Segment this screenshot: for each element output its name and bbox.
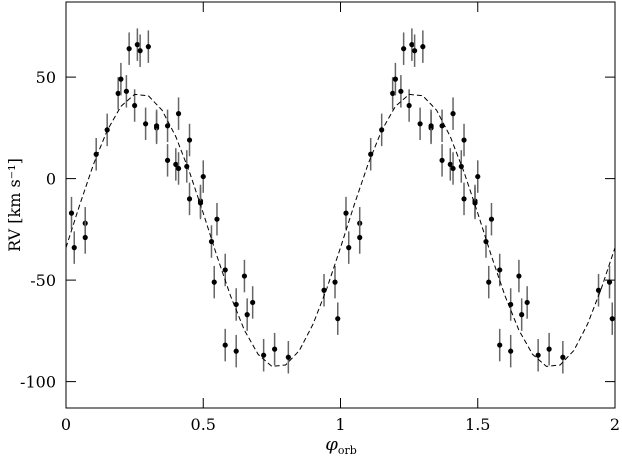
- data-point: [68, 210, 75, 216]
- data-point: [401, 46, 407, 52]
- data-point: [137, 48, 143, 54]
- data-point: [609, 316, 615, 322]
- data-point: [115, 90, 121, 96]
- x-tick-label: 1: [335, 415, 345, 434]
- x-tick-label: 1.5: [465, 415, 490, 434]
- data-point: [186, 196, 193, 202]
- data-point: [461, 196, 467, 202]
- data-point: [368, 151, 374, 157]
- data-point: [244, 312, 250, 318]
- data-point: [332, 279, 338, 285]
- data-point: [200, 173, 206, 180]
- data-point: [546, 346, 552, 352]
- data-point: [186, 137, 193, 143]
- data-point: [335, 316, 341, 322]
- data-point: [134, 42, 140, 48]
- data-point: [71, 245, 77, 251]
- data-point: [412, 48, 418, 54]
- data-point: [516, 273, 522, 279]
- data-point: [222, 342, 228, 348]
- data-point: [145, 44, 151, 50]
- data-point: [595, 287, 602, 293]
- y-tick-label: -50: [30, 271, 56, 290]
- data-point: [488, 216, 495, 222]
- data-point: [524, 299, 530, 306]
- data-point: [461, 137, 467, 143]
- data-point: [184, 163, 190, 170]
- data-point: [428, 123, 434, 129]
- data-point: [486, 279, 492, 285]
- data-point: [118, 76, 124, 82]
- data-point: [233, 348, 239, 354]
- y-axis-label: RV [km s⁻¹]: [5, 158, 24, 252]
- data-point: [321, 287, 327, 293]
- data-point: [123, 88, 129, 94]
- data-point: [164, 157, 171, 163]
- data-point: [450, 111, 456, 117]
- data-point: [285, 354, 291, 360]
- data-point: [250, 299, 256, 306]
- data-point: [450, 165, 456, 172]
- data-point: [346, 245, 352, 251]
- data-point: [153, 123, 160, 129]
- data-point: [417, 121, 423, 127]
- x-tick-label: 0: [61, 415, 71, 434]
- data-point: [132, 102, 138, 109]
- fit-curve: [65, 93, 616, 367]
- data-point: [126, 46, 132, 52]
- data-point: [357, 234, 363, 241]
- data-point: [508, 348, 514, 354]
- data-point: [560, 354, 566, 360]
- x-label-symbol: φ: [325, 434, 338, 455]
- data-point: [211, 279, 217, 285]
- data-point: [519, 312, 525, 318]
- data-point: [82, 234, 88, 241]
- data-point: [475, 173, 481, 180]
- data-point: [606, 279, 613, 285]
- data-point: [175, 111, 182, 117]
- data-point: [272, 346, 278, 352]
- x-tick-label: 0.5: [191, 415, 216, 434]
- y-tick-label: 50: [36, 68, 56, 87]
- x-label-subscript: orb: [338, 444, 357, 457]
- data-point: [409, 42, 415, 48]
- data-point: [143, 121, 149, 127]
- data-point: [222, 267, 228, 273]
- data-point: [241, 273, 248, 279]
- x-axis-label: φorb: [325, 434, 357, 457]
- data-point: [535, 352, 541, 358]
- data-point: [173, 161, 179, 167]
- data-point: [497, 342, 503, 348]
- y-tick-label: -100: [20, 373, 56, 392]
- data-point: [439, 123, 445, 129]
- data-point: [392, 76, 398, 82]
- data-point: [398, 88, 404, 94]
- data-point: [261, 352, 267, 358]
- data-point: [420, 44, 426, 50]
- data-point: [497, 267, 503, 273]
- x-tick-label: 2: [610, 415, 620, 434]
- data-point: [439, 157, 445, 163]
- data-point: [343, 210, 349, 216]
- data-point: [406, 102, 412, 109]
- data-point: [214, 216, 220, 222]
- data-point: [175, 165, 182, 172]
- y-tick-label: 0: [46, 170, 56, 189]
- data-point: [458, 163, 464, 170]
- data-point: [390, 90, 396, 96]
- data-point: [197, 200, 204, 206]
- data-point: [447, 161, 453, 167]
- data-point: [164, 123, 171, 129]
